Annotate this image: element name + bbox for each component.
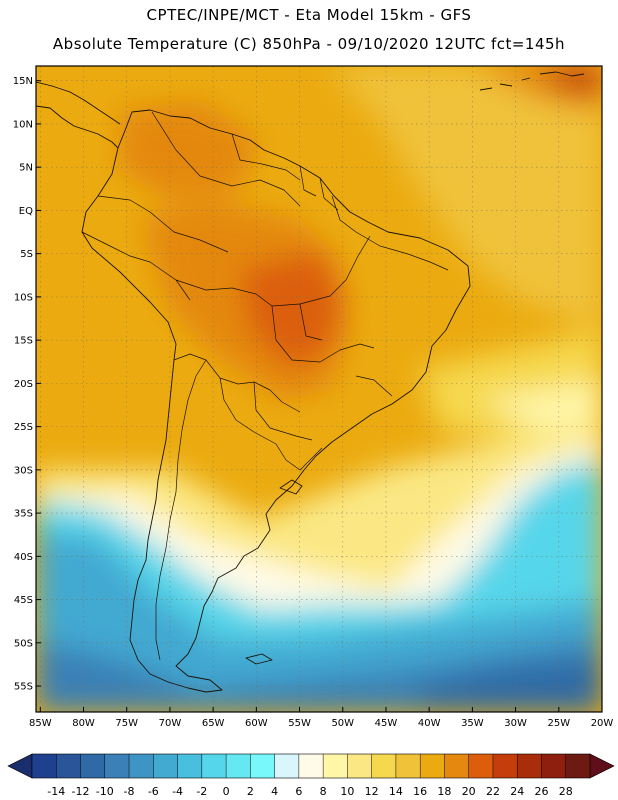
coastlines [36,71,585,693]
lat-label: EQ [19,206,33,217]
colorbar-frame [31,753,591,779]
lon-label: 60W [245,718,268,729]
lon-label: 70W [159,718,182,729]
colorbar-swatch [541,754,567,778]
colorbar-swatch [468,754,494,778]
lon-label: 65W [202,718,225,729]
lat-label: 10S [14,292,33,303]
colorbar-swatch [323,754,348,778]
colorbar-label: 0 [223,785,230,798]
latitude-axis: 15N 10N 5N EQ 5S 10S 15S 20S 25S 30S 35S 40S 45S 50S 5… [13,76,41,693]
lat-label: 50S [14,638,33,649]
colorbar-high-arrow [589,753,615,779]
colorbar-swatch [226,754,251,778]
lon-label: 25W [547,718,570,729]
colorbar-label: 24 [510,785,524,798]
lon-label: 50W [331,718,354,729]
lon-label: 55W [288,718,311,729]
lat-label: 5N [19,163,33,174]
caribbean-islands [479,71,585,91]
colorbar-label: -8 [124,785,135,798]
lat-label: 30S [14,465,33,476]
colorbar-swatch [153,754,178,778]
colorbar-label: 26 [534,785,548,798]
colorbar-swatch [298,754,324,778]
plot-frame [35,65,603,713]
temperature-field [36,66,602,712]
colorbar-label: 12 [365,785,379,798]
lon-label: 40W [418,718,441,729]
colorbar-label: 14 [389,785,403,798]
lat-label: 20S [14,379,33,390]
colorbar-swatch [80,754,106,778]
lon-label: 85W [29,718,52,729]
lat-label: 10N [13,119,33,130]
south-america-coastline [81,109,471,693]
lon-label: 45W [375,718,398,729]
lon-label: 30W [504,718,527,729]
colorbar-swatch [371,754,397,778]
colorbar-label: -12 [72,785,90,798]
colorbar-label: 4 [271,785,278,798]
colorbar-swatch [444,754,469,778]
longitude-axis: 85W 80W 75W 70W 65W 60W 55W 50W 45W 40W 35W 30W 25W 2… [29,707,613,729]
colorbar-swatch [177,754,203,778]
colorbar-label: 6 [295,785,302,798]
colorbar-swatch [395,754,421,778]
colorbar-swatch [104,754,130,778]
title-line-1: CPTEC/INPE/MCT - Eta Model 15km - GFS [146,6,472,24]
title-line-2: Absolute Temperature (C) 850hPa - 09/10/… [52,35,566,53]
colorbar-swatch [201,754,227,778]
lat-label: 15S [14,336,33,347]
colorbar-label: 10 [340,785,354,798]
colorbar-swatch [492,754,518,778]
lon-label: 20W [591,718,614,729]
colorbar-label: 20 [462,785,476,798]
lon-label: 75W [115,718,138,729]
colorbar-low-arrow [7,753,33,779]
colorbar-swatch [250,754,275,778]
colorbar-label: 18 [437,785,451,798]
colorbar-label: 16 [413,785,427,798]
colorbar [7,753,615,779]
colorbar-label: 22 [486,785,500,798]
lat-label: 55S [14,682,33,693]
country-borders [81,111,449,661]
lat-label: 5S [20,249,33,260]
colorbar-label: 2 [247,785,254,798]
colorbar-swatch [347,754,372,778]
colorbar-label: -10 [96,785,114,798]
colorbar-label: 8 [320,785,327,798]
colorbar-label: -2 [196,785,207,798]
colorbar-label: -14 [47,785,65,798]
colorbar-swatch [32,754,57,778]
colorbar-swatch [56,754,81,778]
lon-label: 80W [72,718,95,729]
central-america-coastline [36,81,121,149]
colorbar-swatch [565,754,591,778]
colorbar-label: -6 [148,785,159,798]
lon-label: 35W [461,718,484,729]
colorbar-label: -4 [172,785,183,798]
lat-label: 25S [14,422,33,433]
lat-label: 15N [13,76,33,87]
lat-label: 35S [14,509,33,520]
lat-label: 40S [14,552,33,563]
colorbar-swatch [129,754,154,778]
colorbar-swatch [517,754,542,778]
lake-and-estuary [245,479,303,665]
colorbar-swatch [274,754,300,778]
colorbar-swatch [420,754,445,778]
colorbar-label: 28 [559,785,573,798]
colorbar-labels: -14 -12 -10 -8 -6 -4 -2 0 2 4 6 8 10 12 14 16 18 20 22 24 26… [47,785,572,798]
lat-label: 45S [14,595,33,606]
